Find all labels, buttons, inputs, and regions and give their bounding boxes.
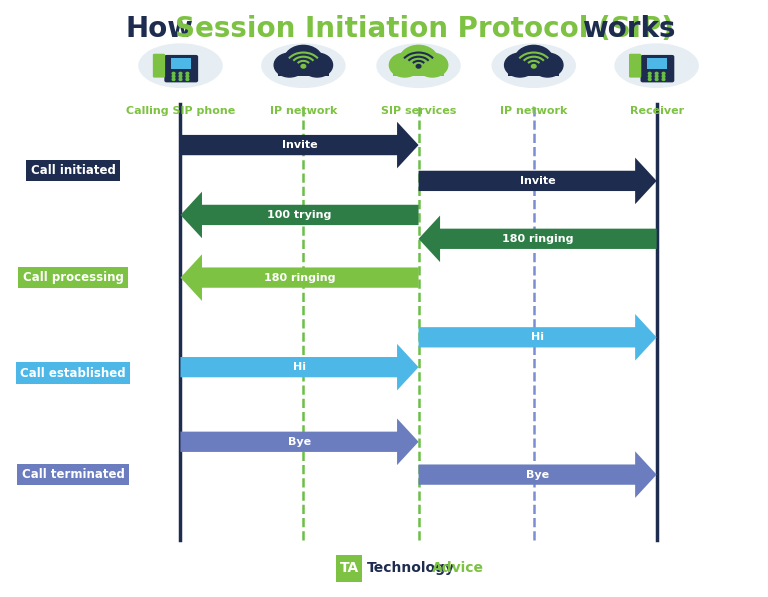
Text: 180 ringing: 180 ringing — [502, 234, 574, 244]
FancyBboxPatch shape — [629, 54, 641, 78]
Polygon shape — [180, 418, 419, 465]
FancyBboxPatch shape — [641, 55, 674, 82]
FancyBboxPatch shape — [278, 63, 329, 76]
Text: How: How — [125, 15, 193, 42]
FancyBboxPatch shape — [153, 54, 165, 78]
Circle shape — [284, 45, 323, 75]
Circle shape — [172, 72, 175, 75]
Text: How  works: How works — [293, 15, 475, 42]
Polygon shape — [419, 314, 657, 361]
Circle shape — [302, 53, 333, 77]
Ellipse shape — [261, 43, 346, 88]
Circle shape — [655, 75, 658, 78]
Circle shape — [301, 64, 306, 68]
Text: Call initiated: Call initiated — [31, 164, 115, 177]
Ellipse shape — [614, 43, 699, 88]
Text: Session Initiation Protocol (SIP): Session Initiation Protocol (SIP) — [175, 15, 674, 42]
Text: Technology: Technology — [367, 561, 455, 575]
Circle shape — [416, 64, 421, 68]
Circle shape — [389, 53, 420, 77]
Text: IP network: IP network — [500, 106, 568, 116]
Circle shape — [662, 78, 665, 81]
Circle shape — [274, 53, 305, 77]
Polygon shape — [419, 158, 657, 204]
Text: Invite: Invite — [520, 176, 555, 186]
Circle shape — [515, 45, 553, 75]
Circle shape — [655, 78, 658, 81]
Circle shape — [172, 75, 175, 78]
Polygon shape — [180, 192, 419, 238]
Ellipse shape — [492, 43, 576, 88]
Ellipse shape — [138, 43, 223, 88]
Circle shape — [648, 78, 651, 81]
Circle shape — [417, 53, 448, 77]
Text: Bye: Bye — [288, 437, 311, 447]
Circle shape — [186, 78, 189, 81]
Text: Receiver: Receiver — [630, 106, 684, 116]
Circle shape — [532, 53, 563, 77]
Text: Calling SIP phone: Calling SIP phone — [126, 106, 235, 116]
Circle shape — [662, 75, 665, 78]
Circle shape — [662, 72, 665, 75]
Circle shape — [179, 75, 182, 78]
FancyBboxPatch shape — [171, 58, 191, 69]
Circle shape — [399, 45, 438, 75]
FancyBboxPatch shape — [336, 555, 362, 582]
Polygon shape — [419, 216, 657, 262]
Text: Bye: Bye — [526, 470, 549, 479]
Text: Call established: Call established — [20, 367, 126, 380]
Polygon shape — [180, 122, 419, 168]
Circle shape — [179, 72, 182, 75]
Text: Hi: Hi — [531, 333, 544, 342]
Circle shape — [648, 75, 651, 78]
Circle shape — [655, 72, 658, 75]
Polygon shape — [180, 344, 419, 390]
FancyBboxPatch shape — [508, 63, 559, 76]
Ellipse shape — [376, 43, 461, 88]
Text: Advice: Advice — [432, 561, 485, 575]
Text: IP network: IP network — [270, 106, 337, 116]
Circle shape — [186, 75, 189, 78]
Text: SIP services: SIP services — [381, 106, 456, 116]
Text: 180 ringing: 180 ringing — [263, 273, 336, 282]
Circle shape — [172, 78, 175, 81]
Circle shape — [648, 72, 651, 75]
Text: Hi: Hi — [293, 362, 306, 372]
FancyBboxPatch shape — [393, 63, 444, 76]
Text: Invite: Invite — [282, 140, 317, 150]
Text: 100 trying: 100 trying — [267, 210, 332, 220]
Circle shape — [531, 64, 536, 68]
Polygon shape — [180, 254, 419, 301]
FancyBboxPatch shape — [164, 55, 198, 82]
Text: Call terminated: Call terminated — [22, 468, 124, 481]
FancyBboxPatch shape — [647, 58, 667, 69]
Text: TA: TA — [339, 561, 359, 575]
Circle shape — [186, 72, 189, 75]
Text: works: works — [582, 15, 676, 42]
Polygon shape — [419, 451, 657, 498]
Circle shape — [179, 78, 182, 81]
Text: Call processing: Call processing — [22, 271, 124, 284]
Circle shape — [505, 53, 535, 77]
